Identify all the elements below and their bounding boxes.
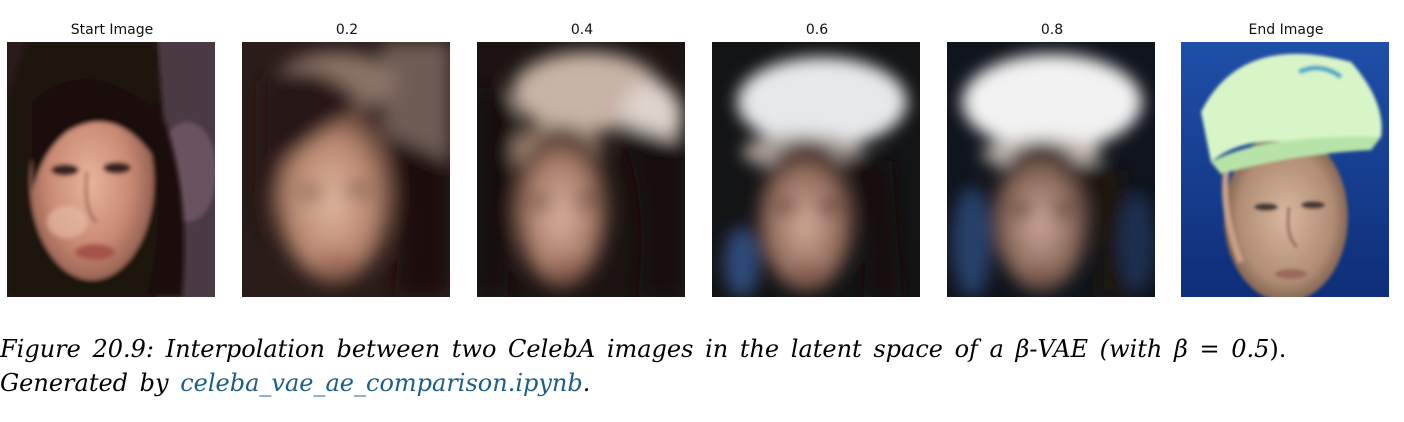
interpolated-face-image [242, 42, 450, 297]
panel-title: 0.8 [1040, 22, 1064, 38]
beta-equation: β = 0.5 [1173, 335, 1270, 363]
generated-prefix: Generated by [0, 369, 181, 397]
figure-label: Figure 20.9: [0, 335, 154, 363]
end-face-photo [1181, 42, 1389, 297]
interpolated-face-image [477, 42, 685, 297]
caption-line-2: Generated by celeba_vae_ae_comparison.ip… [0, 366, 1404, 400]
panel-title: End Image [1248, 22, 1324, 38]
panel-title: 0.2 [335, 22, 359, 38]
interpolated-face-image [712, 42, 920, 297]
generated-suffix: . [582, 369, 591, 397]
notebook-link[interactable]: celeba_vae_ae_comparison.ipynb [180, 369, 583, 397]
start-face-photo [7, 42, 215, 297]
caption-text-vae: -VAE (with [1029, 335, 1174, 363]
beta-symbol: β [1015, 335, 1030, 363]
panel-title: Start Image [70, 22, 154, 38]
caption-text: Interpolation between two CelebA images … [165, 335, 1016, 363]
caption-text-end: ). [1269, 335, 1287, 363]
interpolated-face-image [947, 42, 1155, 297]
panel-title: 0.6 [805, 22, 829, 38]
caption-line-1: Figure 20.9: Interpolation between two C… [0, 332, 1404, 366]
figure-caption: Figure 20.9: Interpolation between two C… [0, 332, 1404, 400]
panel-title: 0.4 [570, 22, 594, 38]
